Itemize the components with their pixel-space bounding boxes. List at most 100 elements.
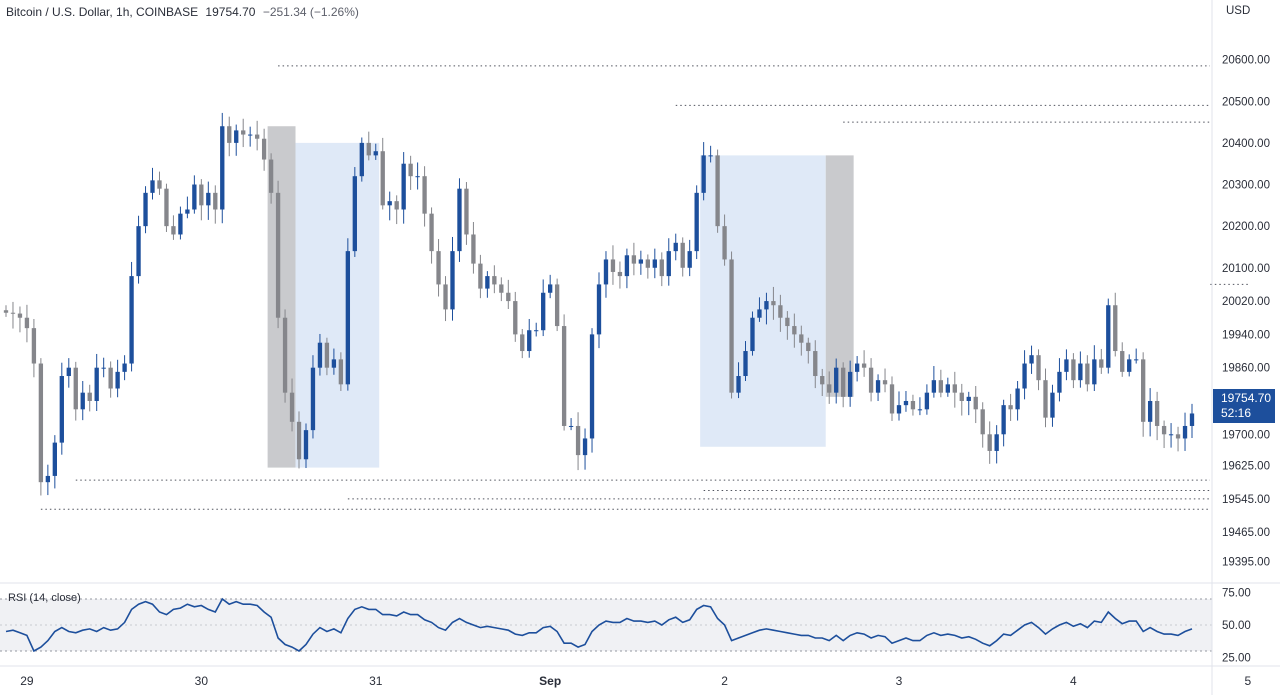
candle-157	[1099, 348, 1104, 374]
time-tick-label: 4	[1070, 674, 1077, 688]
candle-84	[589, 328, 595, 453]
candle-body	[638, 259, 644, 264]
candle-body	[680, 242, 685, 268]
candle-body	[220, 126, 225, 210]
candle-128	[896, 391, 902, 421]
candle-body	[617, 271, 623, 277]
candle-169	[1182, 412, 1188, 451]
candle-121	[847, 360, 853, 407]
candle-161	[1127, 354, 1132, 377]
price-tick-label: 20400.00	[1222, 138, 1270, 150]
candle-7	[52, 435, 57, 489]
candle-28	[199, 179, 204, 221]
candle-body	[820, 376, 825, 385]
candle-body	[185, 209, 190, 214]
candle-29	[206, 181, 211, 220]
price-change: −251.34 (−1.26%)	[262, 5, 359, 19]
candle-18	[129, 261, 134, 372]
candle-143	[1001, 399, 1006, 447]
candle-body	[499, 284, 504, 293]
price-axis[interactable]: USD 20600.00 20500.00 20400.00 20300.00 20200…	[1222, 5, 1270, 568]
candle-body	[701, 155, 706, 193]
candle-body	[534, 330, 539, 332]
candle-158	[1106, 298, 1111, 374]
candle-body	[248, 134, 253, 136]
candle-94	[659, 252, 664, 287]
candle-body	[443, 284, 448, 310]
time-tick-label: 5	[1244, 674, 1251, 688]
candle-body	[1175, 434, 1181, 439]
candle-body	[624, 255, 630, 277]
candle-body	[1057, 371, 1062, 393]
candle-body	[1161, 425, 1167, 435]
candle-42	[296, 411, 302, 469]
candle-145	[1015, 381, 1020, 421]
candle-131	[917, 397, 923, 416]
candle-body	[66, 367, 71, 377]
currency-label: USD	[1226, 5, 1250, 17]
price-tick-label: 19395.00	[1222, 556, 1270, 568]
candle-body	[729, 259, 734, 393]
candle-body	[834, 367, 839, 393]
candle-body	[1182, 425, 1188, 439]
candle-body	[554, 284, 560, 327]
candle-body	[1022, 363, 1027, 389]
candles	[3, 112, 1195, 496]
candle-124	[868, 358, 874, 402]
candle-73	[513, 291, 518, 342]
price-tick-label: 19860.00	[1222, 363, 1270, 375]
price-tick-label: 20600.00	[1222, 55, 1270, 67]
candle-body	[1036, 355, 1041, 381]
candle-body	[1085, 363, 1090, 385]
candle-body	[227, 126, 232, 143]
candle-12	[87, 384, 92, 412]
candle-138	[966, 391, 971, 416]
rsi-tick-label: 75.00	[1222, 588, 1251, 600]
candle-body	[645, 259, 650, 268]
candle-88	[617, 261, 623, 289]
candle-64	[450, 236, 455, 321]
candle-76	[534, 322, 539, 337]
last-price: 19754.70	[205, 5, 256, 19]
candle-133	[931, 366, 937, 398]
candle-body	[708, 155, 713, 157]
candle-24	[171, 215, 176, 240]
candle-body	[582, 438, 588, 456]
candle-body	[548, 284, 553, 293]
candle-40	[282, 309, 288, 403]
candle-132	[924, 384, 930, 415]
candle-body	[3, 310, 9, 313]
candle-100	[701, 142, 706, 201]
time-tick-label: 31	[369, 674, 383, 688]
candle-79	[554, 278, 560, 332]
candle-body	[73, 367, 78, 410]
candle-body	[171, 226, 176, 235]
level-lines	[40, 65, 1248, 510]
candle-149	[1043, 368, 1048, 428]
candle-body	[1092, 359, 1097, 385]
candle-body	[52, 442, 57, 476]
time-tick-label: 30	[195, 674, 209, 688]
price-tick-label: 19940.00	[1222, 329, 1270, 341]
candle-body	[10, 312, 16, 314]
candle-body	[868, 367, 874, 393]
candle-168	[1175, 426, 1181, 452]
candle-129	[903, 391, 909, 412]
candle-116	[813, 340, 818, 389]
candle-body	[478, 263, 483, 289]
candle-body	[757, 309, 762, 318]
time-axis[interactable]: 293031Sep234518	[20, 674, 1280, 688]
zone-3	[825, 155, 854, 397]
candle-body	[136, 226, 141, 277]
candle-body	[429, 213, 434, 252]
candle-56	[394, 195, 399, 225]
candle-167	[1168, 423, 1174, 448]
candle-body	[338, 359, 344, 385]
candle-26	[185, 196, 190, 219]
candle-122	[854, 356, 860, 382]
candle-155	[1085, 355, 1090, 392]
candle-137	[959, 383, 964, 416]
price-tick-label: 19700.00	[1222, 429, 1270, 441]
candle-body	[1154, 400, 1160, 426]
